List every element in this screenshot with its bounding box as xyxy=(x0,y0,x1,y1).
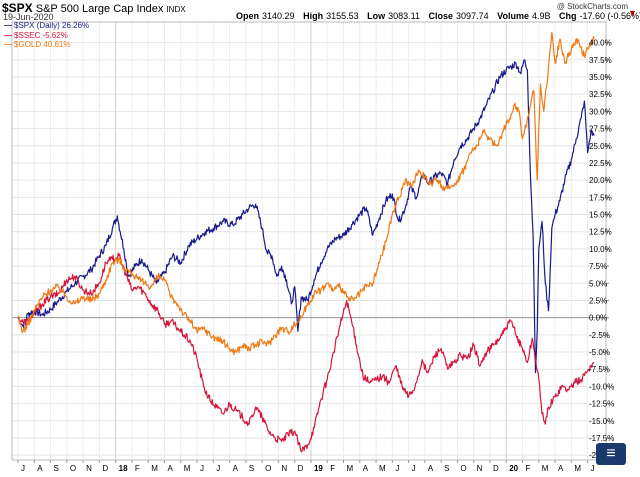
x-tick-label: F xyxy=(135,464,140,473)
x-tick-label: A xyxy=(167,464,173,473)
x-tick-label: A xyxy=(558,464,564,473)
x-tick-label: N xyxy=(281,464,287,473)
grid-lines xyxy=(12,22,606,460)
x-tick-label: A xyxy=(233,464,239,473)
x-tick-label: M xyxy=(346,464,353,473)
x-tick-label: 19 xyxy=(314,464,323,473)
y-tick-label: 15.0% xyxy=(589,211,612,220)
y-tick-label: 5.0% xyxy=(589,279,607,288)
x-tick-label: M xyxy=(542,464,549,473)
symbol: $SPX xyxy=(2,1,33,15)
exchange: INDX xyxy=(166,5,186,14)
y-tick-label: 0.0% xyxy=(589,314,607,323)
x-tick-label: M xyxy=(379,464,386,473)
y-tick-label: -2.5% xyxy=(589,331,610,340)
x-tick-label: O xyxy=(265,464,271,473)
ohlc-readout: Open 3140.29 High 3155.53 Low 3083.11 Close… xyxy=(236,11,640,21)
plot-area xyxy=(12,22,606,460)
x-tick-label: F xyxy=(526,464,531,473)
x-tick-label: A xyxy=(363,464,369,473)
x-tick-label: M xyxy=(184,464,191,473)
x-tick-label: N xyxy=(86,464,92,473)
x-tick-label: J xyxy=(395,464,399,473)
source-credit: @ StockCharts.com xyxy=(556,2,628,11)
y-tick-label: 35.0% xyxy=(589,73,612,82)
chart-date: 19-Jun-2020 xyxy=(3,12,54,22)
y-tick-label: 37.5% xyxy=(589,56,612,65)
x-tick-label: O xyxy=(460,464,466,473)
x-tick-label: M xyxy=(151,464,158,473)
x-axis-ticks: J A S O N D 18 F M A M J J A S O N D 19 F M A M J J A S O N D 20 F M A M J xyxy=(17,460,595,473)
ohlc-volume: Volume 4.9B xyxy=(497,11,551,21)
ohlc-low: Low 3083.11 xyxy=(367,11,421,21)
series-lines xyxy=(17,31,595,453)
legend-item-gold[interactable]: — $GOLD 40.61% xyxy=(4,40,71,49)
y-tick-label: 30.0% xyxy=(589,107,612,116)
y-tick-label: -12.5% xyxy=(589,400,614,409)
legend: — $SPX (Daily) 26.26% — $SSEC -5.62% — $GOL… xyxy=(4,21,89,50)
y-tick-label: -17.5% xyxy=(589,434,614,443)
symbol-title: $SPX S&P 500 Large Cap Index INDX xyxy=(2,1,186,15)
y-tick-label: 25.0% xyxy=(589,142,612,151)
x-tick-label: 20 xyxy=(509,464,518,473)
legend-item-spx[interactable]: — $SPX (Daily) 26.26% xyxy=(4,21,90,30)
y-tick-label: -7.5% xyxy=(589,365,610,374)
series-line-gold xyxy=(17,31,595,356)
x-tick-label: S xyxy=(249,464,254,473)
x-tick-label: D xyxy=(102,464,108,473)
y-tick-label: 27.5% xyxy=(589,125,612,134)
y-tick-label: 40.0% xyxy=(589,39,612,48)
legend-swatch-spx: — xyxy=(4,21,12,30)
y-axis-ticks: 40.0% 37.5% 35.0% 32.5% 30.0% 27.5% 25.0% 22.5%… xyxy=(589,39,614,461)
x-tick-label: O xyxy=(70,464,76,473)
y-tick-label: -15.0% xyxy=(589,417,614,426)
series-line-spxdaily xyxy=(17,59,595,374)
stockcharts-logo-icon[interactable]: ≡ xyxy=(596,443,626,465)
ohlc-high: High 3155.53 xyxy=(303,11,359,21)
x-tick-label: D xyxy=(493,464,499,473)
y-tick-label: 2.5% xyxy=(589,296,607,305)
x-tick-label: S xyxy=(54,464,59,473)
y-tick-label: 22.5% xyxy=(589,159,612,168)
x-tick-label: 18 xyxy=(119,464,128,473)
y-tick-label: 12.5% xyxy=(589,228,612,237)
x-tick-label: J xyxy=(412,464,416,473)
x-tick-label: N xyxy=(477,464,483,473)
x-tick-label: A xyxy=(428,464,434,473)
x-tick-label: J xyxy=(21,464,25,473)
symbol-description: S&P 500 Large Cap Index xyxy=(35,3,164,15)
legend-item-ssec[interactable]: — $SSEC -5.62% xyxy=(4,30,68,40)
legend-swatch-gold: — xyxy=(4,40,12,49)
x-tick-label: J xyxy=(216,464,220,473)
logo-glyph: ≡ xyxy=(606,445,616,462)
x-tick-label: J xyxy=(591,464,595,473)
y-tick-label: -10.0% xyxy=(589,382,614,391)
y-tick-label: 10.0% xyxy=(589,245,612,254)
y-tick-label: 17.5% xyxy=(589,193,612,202)
x-tick-label: F xyxy=(330,464,335,473)
ohlc-open: Open 3140.29 xyxy=(236,11,295,21)
down-arrow-icon: ▼ xyxy=(628,8,637,18)
ohlc-change: Chg -17.60 (-0.56%) xyxy=(558,11,640,21)
y-tick-label: 32.5% xyxy=(589,90,612,99)
y-tick-label: 20.0% xyxy=(589,176,612,185)
x-tick-label: J xyxy=(200,464,204,473)
x-tick-label: S xyxy=(444,464,449,473)
x-tick-label: D xyxy=(298,464,304,473)
y-tick-label: 7.5% xyxy=(589,262,607,271)
legend-swatch-ssec: — xyxy=(4,30,12,40)
y-tick-label: -5.0% xyxy=(589,348,610,357)
plot-border xyxy=(11,21,607,461)
x-tick-label: A xyxy=(37,464,43,473)
ohlc-close: Close 3097.74 xyxy=(428,11,489,21)
x-tick-label: M xyxy=(574,464,581,473)
